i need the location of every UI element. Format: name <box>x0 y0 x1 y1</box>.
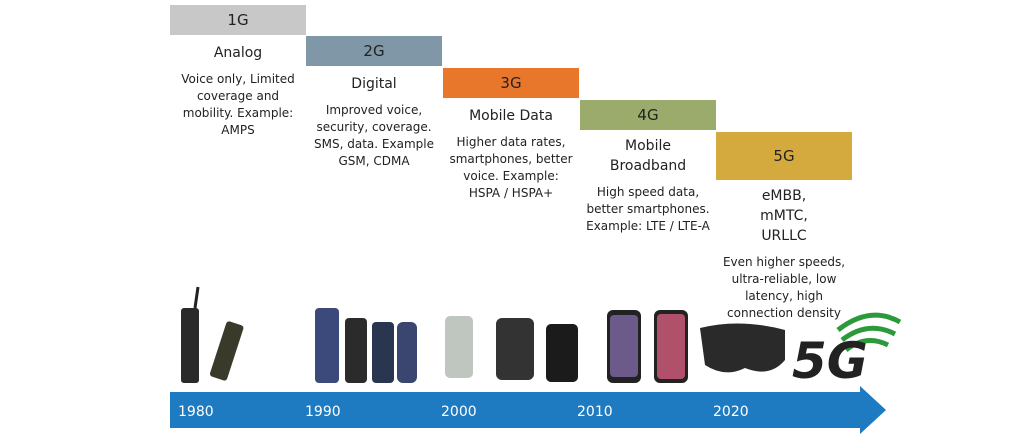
gen-description: Improved voice, security, coverage. SMS,… <box>314 103 434 168</box>
gen-description: Higher data rates, smartphones, better v… <box>449 135 573 200</box>
year: 2000 <box>441 404 477 420</box>
gen-title: Analog <box>213 45 263 61</box>
gen-label: 1G <box>170 5 306 35</box>
gen-label: 4G <box>580 100 716 130</box>
gen-description: Voice only, Limited coverage and mobilit… <box>181 72 295 137</box>
gen-label: 5G <box>716 132 852 180</box>
gen-title: Mobile Data <box>469 108 553 124</box>
year: 2020 <box>713 404 749 420</box>
timeline-arrow <box>170 386 886 434</box>
year: 2010 <box>577 404 613 420</box>
gen-label: 2G <box>306 36 442 66</box>
generation: 5G eMBB, mMTC, URLLC Even higher speeds,… <box>716 132 852 322</box>
generation: 2G Digital Improved voice, security, cov… <box>306 36 442 170</box>
5g-logo: 5G <box>792 312 902 390</box>
phones <box>181 286 785 383</box>
year: 1980 <box>178 404 214 420</box>
generation: 3G Mobile Data Higher data rates, smartp… <box>443 68 579 202</box>
generation: 4G Mobile Broadband High speed data, bet… <box>580 100 716 235</box>
gen-label: 3G <box>443 68 579 98</box>
generation: 1G Analog Voice only, Limited coverage a… <box>170 5 306 139</box>
logo-text: 5G <box>792 332 868 390</box>
gen-description: Even higher speeds, ultra-reliable, low … <box>722 255 846 320</box>
year: 1990 <box>305 404 341 420</box>
gen-description: High speed data, better smartphones. Exa… <box>586 185 710 233</box>
gen-title: eMBB, mMTC, URLLC <box>760 188 808 244</box>
gen-title: Digital <box>351 76 397 92</box>
gen-title: Mobile Broadband <box>609 138 687 174</box>
